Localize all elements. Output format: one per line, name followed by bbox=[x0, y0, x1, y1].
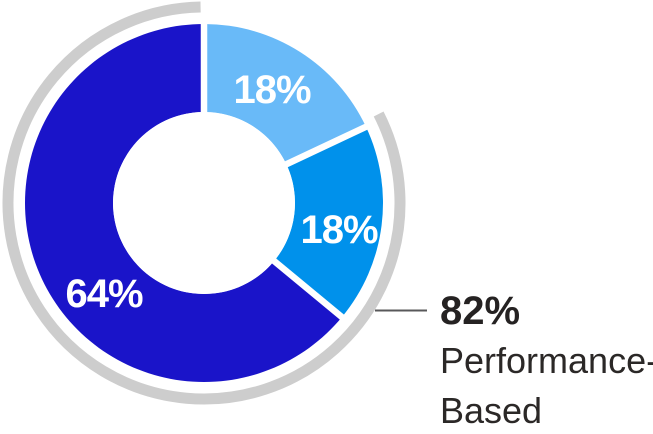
donut-segments bbox=[24, 24, 384, 382]
callout-label-line1: Performance- bbox=[440, 340, 653, 381]
callout-label-line2: Based bbox=[440, 390, 542, 431]
slice-label-light-blue: 18% bbox=[233, 68, 310, 112]
callout-value: 82% bbox=[440, 289, 520, 333]
highlight-arc-82-percent bbox=[2, 1, 406, 405]
donut-segment-medium-blue-slice bbox=[274, 126, 384, 318]
donut-segment-light-blue-slice bbox=[204, 24, 366, 165]
slice-label-dark-blue: 64% bbox=[65, 272, 142, 316]
donut-segment-dark-blue-slice bbox=[24, 24, 342, 382]
donut-hole bbox=[113, 112, 295, 294]
slice-label-medium-blue: 18% bbox=[300, 208, 377, 252]
